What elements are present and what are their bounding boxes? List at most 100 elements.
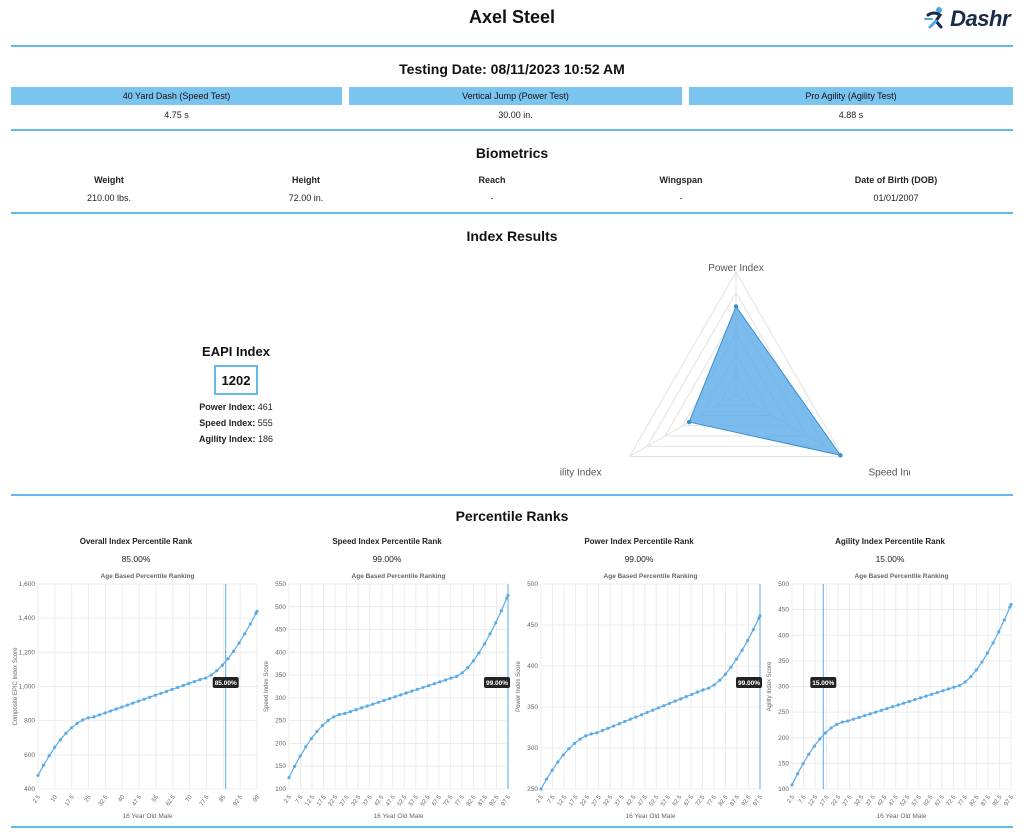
x-tick-label: 32.5: [98, 794, 110, 808]
curve-point: [421, 685, 425, 690]
x-tick-label: 12.5: [808, 794, 820, 808]
curve-point: [477, 651, 481, 655]
bio-label-dob: Date of Birth (DOB): [854, 175, 938, 185]
curve-point: [220, 663, 224, 667]
x-tick-label: 17.5: [64, 794, 76, 808]
curve-point: [645, 710, 649, 715]
curve-point: [153, 693, 157, 697]
y-tick-label: 500: [778, 581, 789, 588]
curve-point: [148, 695, 152, 699]
x-tick-label: 92.5: [233, 794, 245, 808]
curve-point: [539, 787, 543, 791]
x-tick-label: 47.5: [888, 794, 900, 808]
x-tick-label: 82.5: [466, 794, 478, 808]
x-tick-label: 82.5: [718, 794, 730, 808]
x-tick-label: 22.5: [328, 794, 340, 808]
y-tick-label: 1,600: [19, 581, 36, 588]
x-tick-label: 32.5: [351, 794, 363, 808]
x-tick-label: 42.5: [374, 794, 386, 808]
x-tick-label: 72.5: [946, 794, 958, 808]
x-tick-label: 47.5: [132, 794, 144, 808]
x-tick-label: 87.5: [980, 794, 992, 808]
curve-point: [131, 701, 135, 705]
curve-point: [371, 702, 375, 706]
curve-point: [963, 680, 967, 684]
x-tick-label: 37.5: [865, 794, 877, 808]
bio-label-wingspan: Wingspan: [659, 175, 703, 185]
curve-point: [734, 657, 739, 661]
curve-point: [410, 689, 414, 693]
curve-point: [952, 685, 956, 689]
y-tick-label: 350: [527, 704, 538, 711]
y-tick-label: 500: [275, 604, 286, 611]
curve-point: [142, 697, 146, 701]
x-tick-label: 87.5: [477, 794, 489, 808]
y-axis-label: Composite EPIC Index Score: [13, 647, 19, 726]
curve-point: [309, 737, 313, 741]
agility-index-value: 186: [258, 434, 274, 444]
speed-index-label: Speed Index:: [199, 418, 256, 428]
x-tick-label: 77.5: [706, 794, 718, 808]
y-tick-label: 350: [275, 672, 286, 679]
chart-subtitle: Age Based Percentile Ranking: [101, 573, 195, 580]
x-tick-label: 67.5: [431, 794, 443, 808]
curve-point: [482, 642, 487, 646]
curve-point: [790, 783, 794, 787]
curve-point: [315, 729, 319, 734]
curve-point: [427, 683, 431, 688]
y-tick-label: 1,200: [19, 649, 36, 656]
percentile-chart-title: Power Index Percentile Rank: [584, 537, 694, 546]
curve-point: [801, 761, 805, 766]
x-tick-label: 7.5: [798, 794, 808, 805]
curve-point: [337, 712, 341, 717]
curve-point: [958, 683, 962, 688]
curve-point: [237, 641, 241, 645]
x-tick-label: 77.5: [199, 794, 211, 808]
curve-point: [930, 692, 934, 696]
curve-point: [639, 713, 644, 717]
curve-point: [924, 694, 928, 698]
x-tick-label: 12.5: [305, 794, 317, 808]
curve-point: [226, 657, 230, 661]
power-index-value: 461: [257, 402, 273, 412]
x-tick-label: 47.5: [637, 794, 649, 808]
curve-point: [835, 722, 839, 726]
radar-axis-label: Power Index: [708, 263, 764, 274]
power-index-line: Power Index: 461: [160, 402, 312, 412]
curve-point: [712, 683, 716, 687]
curve-point: [890, 705, 895, 709]
curve-point: [623, 719, 627, 724]
curve-point: [913, 698, 917, 702]
curve-point: [92, 715, 96, 719]
radar-area: [688, 305, 842, 457]
curve-point: [393, 695, 397, 699]
x-tick-label: 62.5: [420, 794, 432, 808]
curve-point: [438, 680, 442, 684]
curve-point: [387, 696, 392, 701]
percentile-rank-value: 99.00%: [624, 554, 654, 564]
curve-point: [360, 706, 364, 710]
percentile-curve: [37, 611, 258, 776]
x-tick-label: 25: [84, 794, 93, 803]
test-value-power: 30.00 in.: [498, 110, 533, 120]
x-tick-label: 7.5: [547, 794, 557, 805]
index-radar-chart: Power Index Speed Index Agility Index: [560, 263, 910, 479]
chart-subtitle: Age Based Percentile Ranking: [604, 573, 698, 580]
x-tick-label: 17.5: [568, 794, 580, 808]
curve-point: [941, 689, 945, 693]
curve-point: [840, 720, 844, 724]
x-tick-label: 92.5: [489, 794, 501, 808]
y-axis-label: Speed Index Score: [264, 660, 270, 712]
curve-point: [740, 648, 744, 652]
x-tick-label: 22.5: [831, 794, 843, 808]
x-tick-label: 2.5: [535, 794, 545, 805]
y-tick-label: 300: [275, 695, 286, 702]
y-tick-label: 400: [275, 649, 286, 656]
x-tick-label: 99: [252, 794, 261, 803]
curve-point: [935, 690, 939, 695]
curve-point: [494, 621, 498, 625]
x-tick-label: 62.5: [923, 794, 935, 808]
divider: [11, 826, 1013, 828]
chart-subtitle: Age Based Percentile Ranking: [352, 573, 446, 580]
x-tick-label: 97.5: [500, 794, 512, 808]
